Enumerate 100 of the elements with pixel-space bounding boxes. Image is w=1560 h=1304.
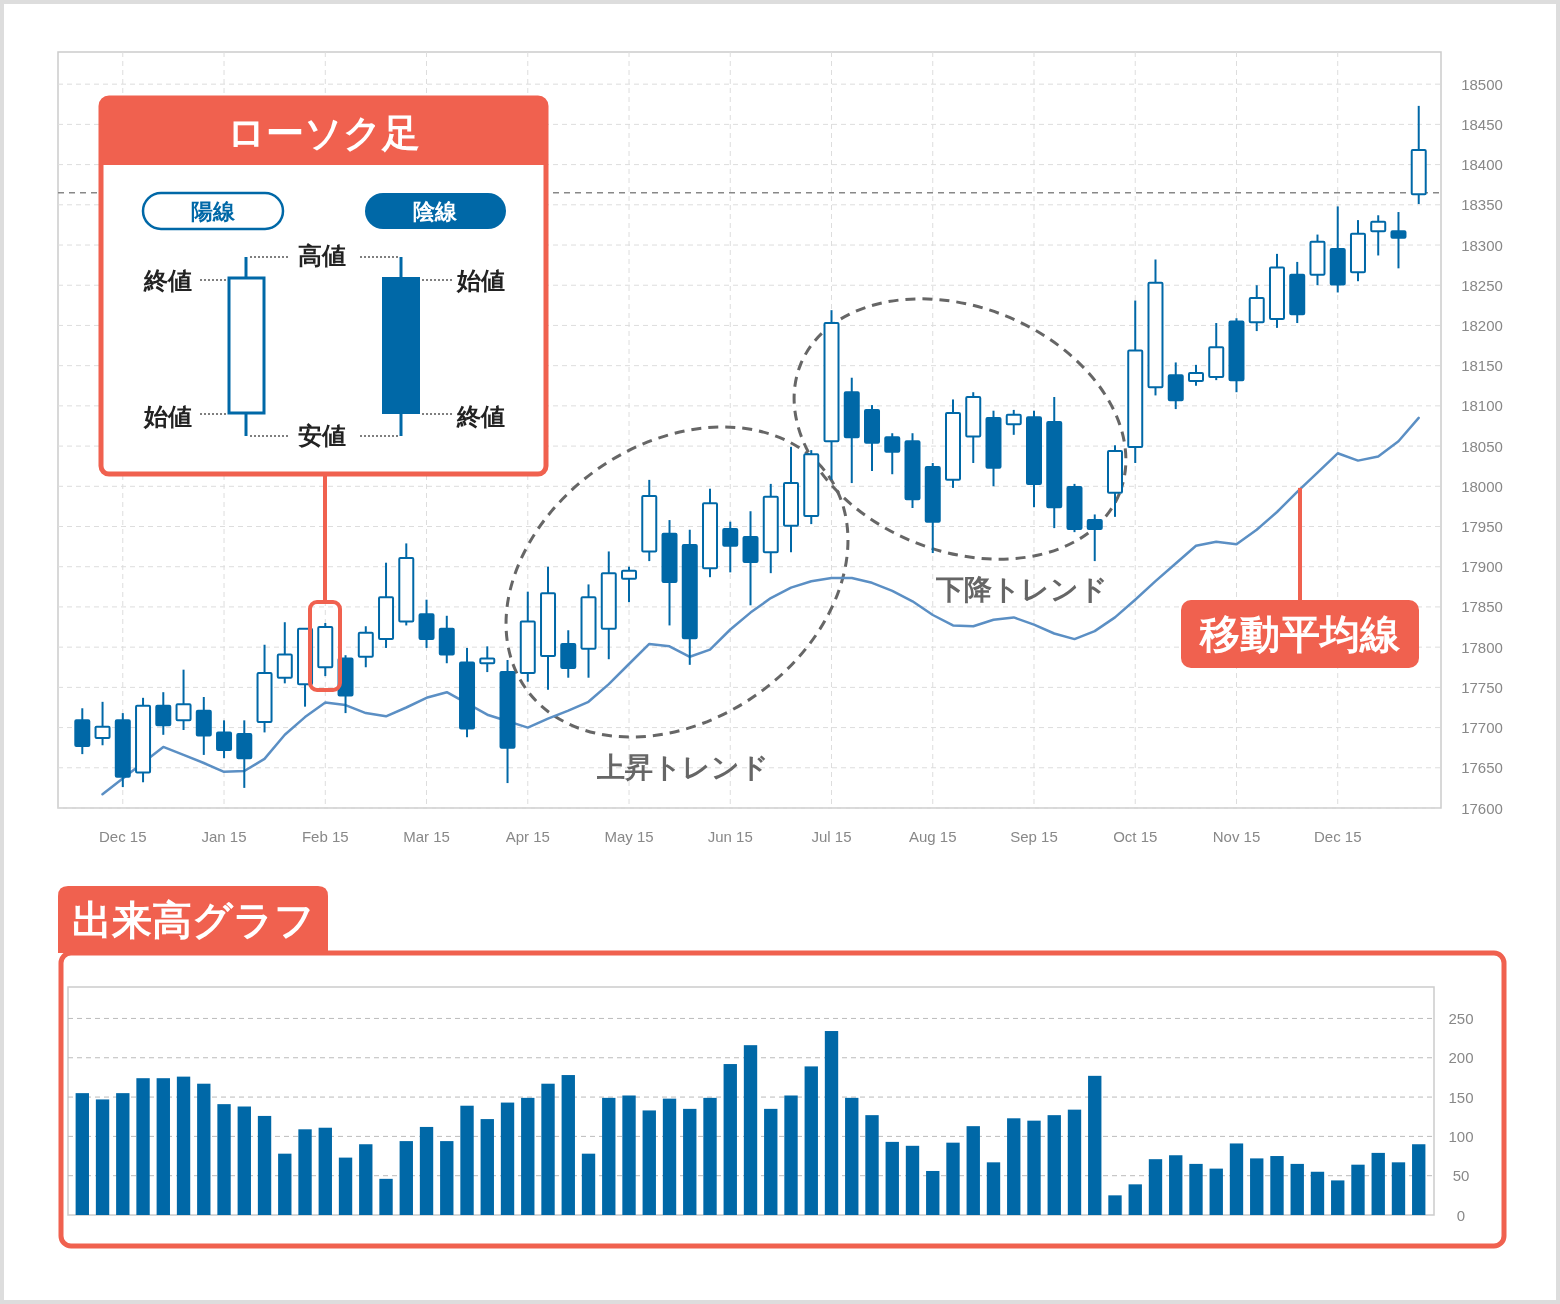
annotation: 終値 <box>143 266 192 294</box>
bar <box>683 1108 697 1215</box>
bar <box>399 1141 413 1215</box>
bar <box>602 1097 616 1215</box>
bar <box>824 1031 839 1215</box>
bar <box>1088 1075 1102 1215</box>
y-tick-label: 18500 <box>1461 75 1503 93</box>
bar <box>1270 1156 1284 1215</box>
bar <box>318 1127 332 1215</box>
annotation: 下降トレンド <box>935 573 1108 605</box>
candlestick <box>1390 211 1407 270</box>
bar <box>75 1093 89 1215</box>
bar <box>1027 1120 1041 1215</box>
bar <box>1047 1115 1061 1215</box>
bar <box>359 1144 373 1215</box>
annotation: ローソク足 <box>226 112 420 154</box>
candlestick <box>479 645 496 674</box>
bar <box>1108 1195 1122 1215</box>
y-tick-label: 18250 <box>1461 276 1503 294</box>
bar <box>298 1129 312 1215</box>
bar <box>217 1104 231 1215</box>
bar <box>905 1145 920 1215</box>
bar <box>865 1115 879 1215</box>
y-tick-label: 18050 <box>1461 437 1503 455</box>
candlestick <box>1370 214 1387 257</box>
bar <box>136 1078 150 1215</box>
y-tick-label: 17600 <box>1461 799 1503 817</box>
bar <box>804 1066 818 1215</box>
candlestick <box>884 432 901 476</box>
annotation: 上昇トレンド <box>596 751 769 783</box>
bar <box>1007 1118 1021 1215</box>
y-tick-label: 150 <box>1448 1088 1474 1106</box>
bar <box>764 1108 778 1215</box>
bar <box>1169 1155 1183 1215</box>
chart-title: 出来高グラフ <box>71 898 315 942</box>
bar <box>1128 1184 1142 1215</box>
bar <box>1371 1152 1385 1215</box>
bar <box>480 1119 494 1215</box>
bar <box>561 1075 575 1215</box>
bar <box>1351 1164 1365 1215</box>
bar <box>176 1076 191 1215</box>
y-tick-label: 17900 <box>1461 558 1503 576</box>
annotation: 始値 <box>143 402 192 430</box>
bar <box>926 1170 940 1215</box>
y-tick-label: 17750 <box>1461 678 1503 696</box>
bar <box>1391 1162 1406 1215</box>
bar <box>986 1162 1001 1215</box>
y-tick-label: 18000 <box>1461 477 1503 495</box>
y-tick-label: 50 <box>1452 1167 1470 1185</box>
bar <box>1310 1171 1325 1215</box>
bar <box>379 1178 393 1215</box>
bar <box>1229 1143 1244 1215</box>
x-tick-label: May 15 <box>604 827 654 845</box>
x-tick-label: Apr 15 <box>505 827 550 845</box>
y-tick-label: 17850 <box>1461 598 1503 616</box>
bar <box>622 1095 636 1215</box>
bar <box>743 1045 758 1215</box>
candlestick <box>621 565 638 604</box>
bar <box>1209 1168 1223 1215</box>
x-tick-label: Sep 15 <box>1010 827 1058 845</box>
bar <box>1331 1180 1345 1215</box>
x-tick-label: Jul 15 <box>811 827 852 845</box>
annotation: 始値 <box>456 266 505 294</box>
bar <box>116 1093 130 1215</box>
x-tick-label: Mar 15 <box>403 827 450 845</box>
x-tick-label: Oct 15 <box>1113 827 1158 845</box>
bar <box>1412 1144 1426 1215</box>
bar <box>1290 1163 1304 1215</box>
bar <box>845 1097 859 1215</box>
y-tick-label: 18200 <box>1461 316 1503 334</box>
bar <box>662 1098 677 1215</box>
bar <box>95 1099 110 1215</box>
bar <box>581 1153 596 1215</box>
candlestick <box>722 520 739 574</box>
y-tick-label: 18150 <box>1461 357 1503 375</box>
bar <box>197 1083 211 1215</box>
bar <box>723 1064 737 1215</box>
candlestick <box>216 719 233 760</box>
bar <box>885 1141 899 1215</box>
bar <box>521 1097 535 1215</box>
y-tick-label: 17700 <box>1461 719 1503 737</box>
candlestick <box>175 668 192 731</box>
y-tick-label: 18400 <box>1461 156 1503 174</box>
bar <box>703 1097 717 1215</box>
bar <box>257 1115 272 1215</box>
annotation: 終値 <box>456 402 505 430</box>
y-tick-label: 250 <box>1448 1009 1474 1027</box>
candlestick <box>1086 513 1103 563</box>
x-tick-label: Jun 15 <box>707 827 753 845</box>
candlestick <box>94 700 111 747</box>
candlestick <box>1005 408 1022 436</box>
y-tick-label: 17800 <box>1461 638 1503 656</box>
x-tick-label: Jan 15 <box>201 827 247 845</box>
bar <box>237 1106 251 1215</box>
y-tick-label: 0 <box>1456 1206 1466 1224</box>
x-tick-label: Feb 15 <box>301 827 349 845</box>
y-tick-label: 17650 <box>1461 759 1503 777</box>
bar <box>419 1126 434 1215</box>
annotation: 陰線 <box>413 198 458 224</box>
annotation: 移動平均線 <box>1199 612 1401 656</box>
